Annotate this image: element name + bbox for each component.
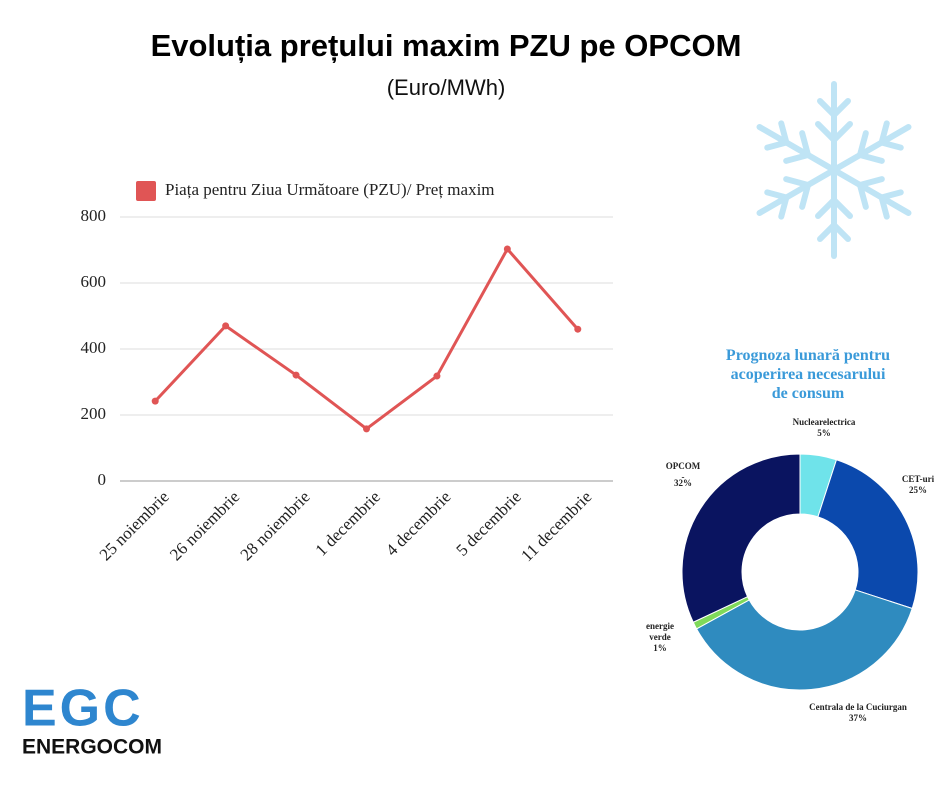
point: [222, 322, 230, 330]
slice-value-label: 1%: [653, 643, 667, 653]
slice-value-label: 25%: [909, 485, 927, 495]
slice-value-label: 5%: [817, 428, 831, 438]
y-tick-label: 0: [98, 470, 107, 489]
slice-label: OPCOM -: [666, 461, 701, 482]
chart-title: Prognoza lunară pentru acoperirea necesar…: [726, 347, 890, 402]
x-tick-label: 25 noiembrie: [96, 487, 173, 564]
chart-subtitle: (Euro/MWh): [387, 75, 506, 100]
line: [154, 247, 579, 431]
chart-title: Evoluția prețului maxim PZU pe OPCOM: [151, 28, 742, 63]
x-tick-label: 26 noiembrie: [166, 487, 243, 564]
snowflake: [752, 81, 917, 256]
slice-label: Nuclearelectrica: [793, 417, 856, 427]
point: [151, 397, 159, 405]
point: [292, 371, 300, 379]
slice-value-label: 37%: [849, 713, 867, 723]
y-tick-label: 800: [81, 206, 107, 225]
point: [363, 425, 370, 433]
donut-slice: [681, 453, 801, 623]
x-tick-label: 5 decembrie: [452, 487, 525, 560]
logo-mark: EGC: [22, 680, 144, 738]
donut-slice: [695, 589, 913, 691]
x-tick-label: 11 decembrie: [517, 487, 595, 565]
y-tick-label: 200: [81, 404, 107, 423]
legend-label: Piața pentru Ziua Următoare (PZU)/ Preț …: [165, 180, 495, 199]
point: [433, 372, 441, 380]
x-tick-label: 4 decembrie: [382, 487, 455, 560]
y-tick-label: 400: [81, 338, 107, 357]
slice-label: Centrala de la Cuciurgan: [809, 702, 907, 712]
y-tick-label: 600: [81, 272, 107, 291]
x-tick-label: 1 decembrie: [312, 487, 385, 560]
legend-swatch: [136, 181, 156, 201]
point: [574, 325, 582, 333]
point: [503, 245, 511, 253]
slice-label: energie verde: [646, 621, 674, 642]
x-tick-label: 28 noiembrie: [236, 487, 313, 564]
logo-name: ENERGOCOM: [22, 736, 162, 759]
slice-label: CET-uri: [902, 474, 935, 484]
donut-slice: [817, 459, 919, 610]
slice-value-label: 32%: [674, 478, 692, 488]
